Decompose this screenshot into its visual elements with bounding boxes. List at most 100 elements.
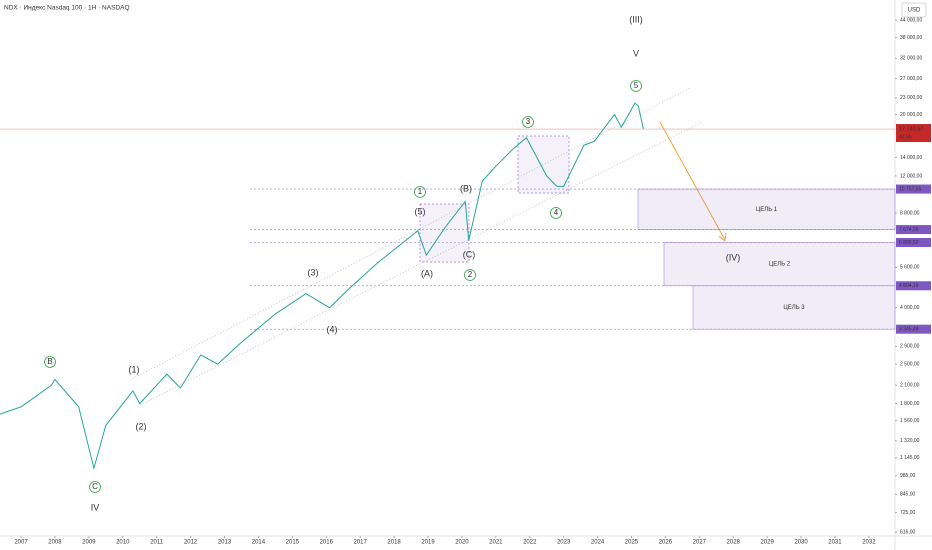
x-tick-label: 2026 (659, 540, 673, 546)
y-tick-label: 1 320,00 (900, 438, 920, 444)
y-tick-label: 1 560,00 (900, 418, 920, 424)
level-tag (896, 237, 931, 247)
y-tick-label: 38 000,00 (900, 35, 922, 41)
wave-label: IV (91, 502, 100, 512)
wave-label: (C) (463, 249, 476, 259)
wave-circle (414, 186, 426, 198)
x-tick-label: 2022 (523, 540, 537, 546)
x-tick-label: 2010 (116, 540, 130, 546)
y-tick-label: 32 000,00 (900, 56, 922, 62)
y-tick-label: 616,00 (900, 530, 916, 536)
level-label: 10 757,55 (899, 186, 921, 192)
target-zone (637, 188, 896, 230)
channel-line (129, 87, 691, 381)
x-tick-label: 2032 (862, 540, 876, 546)
x-tick-label: 2027 (693, 540, 707, 546)
x-tick-label: 2014 (252, 540, 266, 546)
y-tick-label: 985,00 (900, 473, 916, 479)
x-tick-label: 2029 (760, 540, 774, 546)
level-label: 4 804,19 (899, 283, 919, 289)
level-label: 3 345,49 (899, 327, 919, 333)
level-label: 7 674,26 (899, 227, 919, 233)
wave-label: (III) (629, 14, 643, 24)
y-tick-label: 2 100,00 (900, 382, 920, 388)
last-price-tag (896, 124, 931, 143)
x-tick-label: 2020 (455, 540, 469, 546)
currency-button[interactable] (901, 2, 927, 18)
x-tick-label: 2021 (489, 540, 503, 546)
y-tick-label: 23 000,00 (900, 95, 922, 101)
x-tick-label: 2016 (320, 540, 334, 546)
x-tick-label: 2013 (218, 540, 232, 546)
zone-label: ЦЕЛЬ 3 (783, 305, 805, 311)
y-tick-label: 12 000,00 (900, 173, 922, 179)
x-tick-label: 2007 (14, 540, 28, 546)
wave-label: (IV) (726, 252, 741, 262)
target-zone (663, 242, 896, 287)
y-tick-label: 2 900,00 (900, 344, 920, 350)
wave-circle (44, 356, 56, 368)
forecast-arrow (659, 121, 726, 241)
y-tick-label: 44 000,00 (900, 17, 922, 23)
wave-circle (89, 481, 101, 493)
level-label: 6 890,50 (899, 240, 919, 246)
wave-label: (B) (460, 183, 472, 193)
last-price-label: 17 740,57 (899, 126, 923, 132)
wave-label: 2 (468, 270, 473, 279)
x-tick-label: 2024 (591, 540, 605, 546)
level-tag (896, 184, 931, 194)
wave-label: (1) (129, 364, 140, 374)
wave-circle (464, 269, 476, 281)
zone-label: ЦЕЛЬ 2 (769, 262, 791, 268)
x-tick-label: 2031 (828, 540, 842, 546)
y-tick-label: 2 500,00 (900, 361, 920, 367)
wave-label: (A) (421, 268, 433, 278)
wave-circle (522, 116, 534, 128)
wave-label: (4) (327, 324, 338, 334)
y-tick-label: 4 000,00 (900, 305, 920, 311)
y-tick-label: 725,00 (900, 510, 916, 516)
x-tick-label: 2011 (150, 540, 164, 546)
x-tick-label: 2019 (421, 540, 435, 546)
wave-label: 4 (554, 208, 559, 217)
y-tick-label: 5 600,00 (900, 265, 920, 271)
x-tick-label: 2017 (353, 540, 367, 546)
wave-label: V (633, 48, 639, 58)
wave-box (517, 135, 570, 194)
level-tag (896, 281, 931, 291)
currency[interactable]: USD (908, 8, 921, 14)
x-tick-label: 2030 (794, 540, 808, 546)
x-tick-label: 2028 (727, 540, 741, 546)
wave-circle (630, 80, 642, 92)
x-tick-label: 2025 (625, 540, 639, 546)
y-tick-label: 27 000,00 (900, 76, 922, 82)
x-tick-label: 2023 (557, 540, 571, 546)
x-tick-label: 2009 (82, 540, 96, 546)
y-tick-label: 14 000,00 (900, 155, 922, 161)
wave-circle (550, 207, 562, 219)
x-tick-label: 2012 (184, 540, 198, 546)
x-tick-label: 2008 (48, 540, 62, 546)
level-tag (896, 225, 931, 235)
y-tick-label: 8 800,00 (900, 210, 920, 216)
y-tick-label: 20 000,00 (900, 112, 922, 118)
wave-label: 1 (418, 187, 423, 196)
wave-label: 5 (634, 81, 639, 90)
x-tick-label: 2018 (387, 540, 401, 546)
x-tick-label: 2015 (286, 540, 300, 546)
countdown-label: 4d 5h (899, 134, 912, 140)
wave-label: (5) (415, 206, 426, 216)
level-tag (896, 324, 931, 334)
wave-label: C (92, 482, 98, 491)
price-line (0, 102, 644, 471)
y-tick-label: 1 145,00 (900, 455, 920, 461)
wave-label: (2) (136, 421, 147, 431)
y-tick-label: 1 800,00 (900, 401, 920, 407)
wave-label: B (47, 357, 52, 366)
forecast-arrowhead (718, 232, 727, 242)
target-zone (692, 285, 896, 330)
zone-label: ЦЕЛЬ 1 (756, 207, 778, 213)
wave-label: 3 (526, 117, 531, 126)
